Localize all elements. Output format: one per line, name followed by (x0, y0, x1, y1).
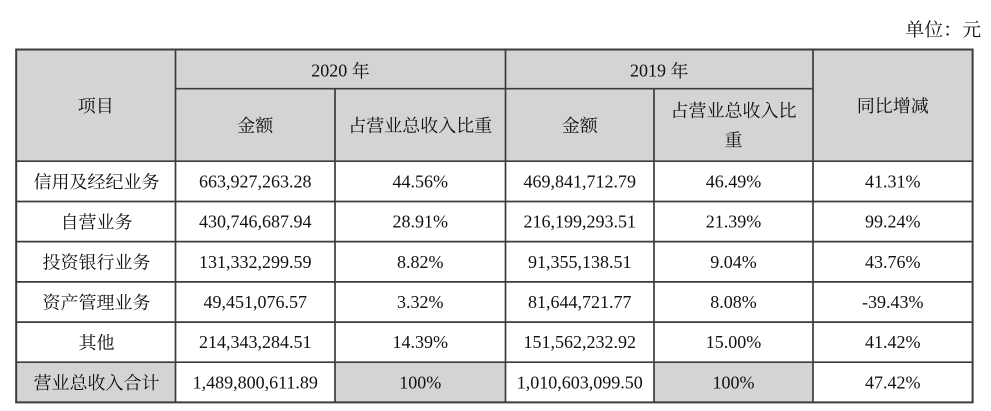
svg-text:44.56%: 44.56% (393, 171, 449, 191)
svg-text:15.00%: 15.00% (706, 332, 762, 352)
svg-text:469,841,712.79: 469,841,712.79 (524, 171, 637, 191)
svg-text:47.42%: 47.42% (865, 372, 921, 392)
svg-text:663,927,263.28: 663,927,263.28 (199, 171, 312, 191)
svg-text:41.31%: 41.31% (865, 171, 921, 191)
svg-text:100%: 100% (713, 372, 755, 392)
svg-text:28.91%: 28.91% (393, 212, 449, 232)
svg-text:1,489,800,611.89: 1,489,800,611.89 (193, 372, 318, 392)
svg-text:214,343,284.51: 214,343,284.51 (199, 332, 312, 352)
svg-text:14.39%: 14.39% (393, 332, 449, 352)
svg-text:2020: 2020 (311, 61, 347, 81)
svg-text:81,644,721.77: 81,644,721.77 (528, 292, 632, 312)
svg-text:100%: 100% (399, 372, 441, 392)
svg-text:131,332,299.59: 131,332,299.59 (199, 252, 312, 272)
svg-text:216,199,293.51: 216,199,293.51 (524, 212, 637, 232)
svg-text:91,355,138.51: 91,355,138.51 (528, 252, 632, 272)
svg-text:41.42%: 41.42% (865, 332, 921, 352)
svg-text:-39.43%: -39.43% (862, 292, 924, 312)
svg-text:49,451,076.57: 49,451,076.57 (204, 292, 308, 312)
svg-text:21.39%: 21.39% (706, 212, 762, 232)
svg-text:46.49%: 46.49% (706, 171, 762, 191)
svg-text:3.32%: 3.32% (397, 292, 444, 312)
svg-text:2019: 2019 (630, 61, 666, 81)
svg-text:8.08%: 8.08% (710, 292, 757, 312)
svg-text:9.04%: 9.04% (710, 252, 757, 272)
svg-text:43.76%: 43.76% (865, 252, 921, 272)
svg-text:151,562,232.92: 151,562,232.92 (524, 332, 637, 352)
svg-text:99.24%: 99.24% (865, 212, 921, 232)
svg-text:8.82%: 8.82% (397, 252, 444, 272)
svg-text:430,746,687.94: 430,746,687.94 (199, 212, 312, 232)
svg-text:1,010,603,099.50: 1,010,603,099.50 (517, 372, 643, 392)
